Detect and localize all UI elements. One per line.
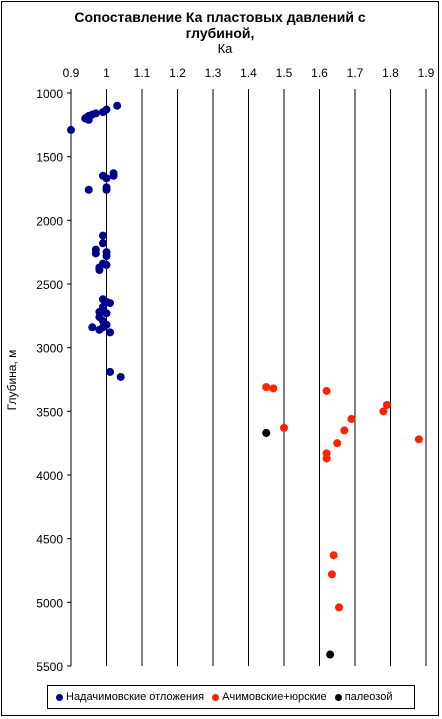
x-tick-label: 1: [103, 66, 110, 80]
x-tick-label: 1.1: [134, 66, 151, 80]
point-achimov: [335, 603, 344, 612]
x-tick-label: 1.6: [311, 66, 328, 80]
y-tick-label: 4500: [36, 533, 63, 547]
point-achimov: [327, 570, 336, 579]
point-paleozoic: [262, 428, 271, 437]
point-nadachimov: [98, 239, 107, 248]
x-tick-label: 1.4: [240, 66, 257, 80]
point-nadachimov: [98, 108, 107, 117]
point-nadachimov: [88, 323, 97, 332]
point-achimov: [322, 386, 331, 395]
plot-area: 0.9 1 1.1 1.2 1.3 1.4 1.5 1.6 1.7 1.8 1.9 1000 1500 2…: [36, 66, 434, 674]
y-tick-label: 5000: [36, 596, 63, 610]
point-nadachimov: [95, 325, 104, 334]
point-nadachimov: [116, 372, 125, 381]
point-nadachimov: [106, 328, 115, 337]
y-tick-label: 1500: [36, 151, 63, 165]
legend-label: Ачимовские+юрские: [222, 691, 327, 703]
point-achimov: [414, 435, 423, 444]
point-achimov: [322, 454, 331, 463]
point-achimov: [280, 423, 288, 432]
y-tick-label: 3000: [36, 342, 63, 356]
point-nadachimov: [102, 309, 111, 318]
point-nadachimov: [106, 367, 115, 376]
point-nadachimov: [106, 299, 115, 308]
point-paleozoic: [326, 650, 335, 659]
point-nadachimov: [84, 115, 93, 124]
point-nadachimov: [91, 249, 100, 258]
point-nadachimov: [109, 171, 118, 180]
legend-item-achimov: Ачимовские+юрские: [212, 691, 327, 703]
legend-marker-icon: [212, 693, 220, 701]
x-axis-label: Ка: [217, 41, 233, 56]
point-nadachimov: [95, 265, 104, 274]
point-nadachimov: [102, 174, 111, 183]
chart-title: Сопоставление Ка пластовых давлений с гл…: [74, 9, 366, 41]
legend-label: палеозой: [344, 691, 393, 703]
point-achimov: [340, 426, 349, 435]
point-nadachimov: [84, 185, 93, 194]
point-nadachimov: [67, 125, 75, 134]
y-tick-label: 5500: [36, 660, 63, 674]
legend: Надачимовские отложения Ачимовские+юрски…: [47, 685, 415, 709]
point-achimov: [269, 384, 278, 393]
legend-label: Надачимовские отложения: [66, 691, 205, 703]
x-tick-label: 1.2: [169, 66, 186, 80]
point-nadachimov: [102, 251, 111, 260]
point-nadachimov: [98, 231, 107, 240]
legend-item-paleozoic: палеозой: [334, 691, 393, 703]
x-tick-label: 1.8: [382, 66, 399, 80]
y-axis-label: Глубина, м: [5, 350, 19, 411]
y-tick-label: 4000: [36, 469, 63, 483]
point-achimov: [347, 414, 356, 423]
x-tick-label: 0.9: [63, 66, 80, 80]
y-tick-label: 3500: [36, 405, 63, 419]
y-tick-label: 2500: [36, 278, 63, 292]
point-achimov: [382, 400, 391, 409]
x-tick-label: 1.9: [418, 66, 435, 80]
legend-marker-icon: [56, 693, 63, 701]
point-achimov: [262, 383, 271, 392]
x-tick-label: 1.3: [205, 66, 222, 80]
point-nadachimov: [102, 260, 111, 269]
legend-item-nadachimov: Надачимовские отложения: [56, 691, 204, 703]
point-nadachimov: [102, 185, 111, 194]
point-nadachimov: [113, 101, 122, 110]
point-achimov: [329, 551, 338, 560]
legend-marker-icon: [334, 693, 342, 701]
y-tick-label: 1000: [36, 87, 63, 101]
x-tick-label: 1.5: [276, 66, 293, 80]
point-achimov: [333, 439, 342, 448]
point-achimov: [379, 407, 388, 416]
x-tick-label: 1.7: [347, 66, 364, 80]
y-tick-label: 2000: [36, 214, 63, 228]
